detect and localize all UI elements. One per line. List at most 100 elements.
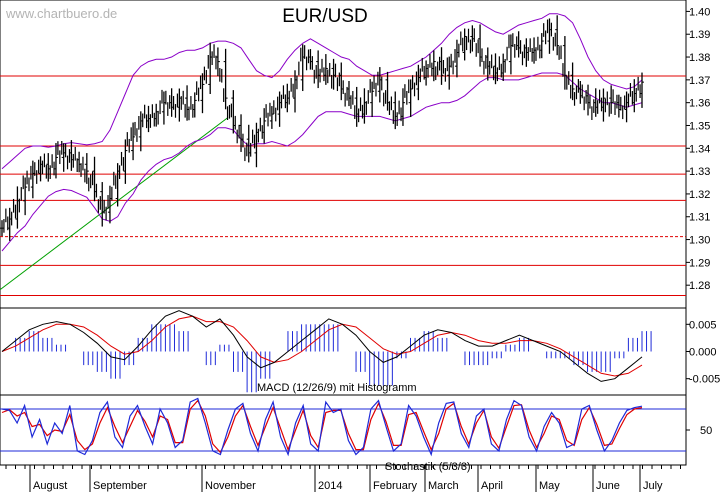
macd-y-tick-label: 0.000 [689, 347, 717, 359]
price-bar [262, 102, 271, 144]
price-bar [131, 116, 140, 161]
trendline [0, 117, 229, 291]
price-bar [293, 47, 302, 113]
price-bar [539, 19, 549, 59]
x-axis-tick-label: May [539, 480, 560, 492]
price-bar [223, 48, 232, 121]
price-y-tick-label: 1.33 [689, 166, 710, 178]
price-bar [177, 88, 186, 122]
price-bar [231, 90, 240, 144]
price-bar [200, 54, 209, 114]
x-axis: August September November 2014 February March… [5, 465, 681, 492]
price-bar [107, 171, 117, 224]
price-bar [53, 140, 63, 179]
price-y-tick-label: 1.29 [689, 257, 710, 269]
price-bar [501, 34, 510, 81]
price-bar [609, 85, 618, 115]
price-bar [84, 153, 94, 192]
price-bar [377, 67, 387, 107]
price-bar [424, 54, 433, 86]
x-axis-tick-label: March [428, 480, 459, 492]
price-bar [154, 89, 163, 127]
price-bar [601, 88, 610, 122]
price-y-tick-label: 1.32 [689, 189, 710, 201]
price-bar [570, 62, 579, 106]
x-axis-tick-label: 2014 [318, 480, 342, 492]
price-bar [439, 47, 448, 85]
price-y-tick-label: 1.37 [689, 75, 710, 87]
price-bar [354, 86, 364, 127]
x-axis-tick-label: February [373, 480, 418, 492]
x-axis-tick-label: September [93, 480, 147, 492]
price-bar [323, 54, 333, 89]
watermark: www.chartbuero.de [6, 6, 118, 21]
price-bar [431, 50, 441, 82]
price-bar [346, 80, 356, 119]
price-bar [46, 153, 55, 182]
price-y-tick-label: 1.35 [689, 120, 710, 132]
price-bar [470, 25, 479, 57]
price-bar [454, 31, 464, 78]
price-bar [624, 83, 633, 123]
price-y-tick-label: 1.31 [689, 212, 710, 224]
price-bar [462, 28, 472, 61]
price-bar [300, 44, 310, 92]
macd-y-tick-label: -0.005 [689, 374, 720, 386]
price-y-tick-label: 1.34 [689, 143, 710, 155]
price-bar [23, 165, 32, 216]
price-bar [7, 198, 17, 241]
stoch-y-tick-label: 50 [700, 425, 712, 437]
price-bar [100, 182, 109, 227]
macd-line [1, 310, 643, 382]
x-axis-tick-label: April [481, 480, 503, 492]
price-bar [239, 114, 248, 162]
price-y-tick-label: 1.28 [689, 280, 710, 292]
price-bar [555, 15, 564, 77]
price-bar [562, 36, 572, 99]
price-bar [331, 58, 340, 92]
price-bar [586, 84, 595, 121]
price-bar [69, 140, 78, 173]
price-bar [616, 94, 626, 120]
price-bar [208, 42, 217, 94]
price-bar [277, 85, 286, 127]
price-bar [447, 49, 456, 90]
price-bar [61, 143, 71, 172]
price-bar [308, 49, 317, 84]
macd-panel-label: MACD (12/26/9) mit Histogramm [257, 382, 417, 394]
price-bar [593, 88, 603, 117]
stochastic-panel-label: Stochastik (5/3/3) [385, 461, 471, 473]
price-bar [485, 47, 495, 81]
chart-title: EUR/USD [282, 6, 368, 27]
price-bar [370, 71, 379, 118]
x-axis-tick-label: June [596, 480, 620, 492]
price-bar [30, 159, 40, 199]
price-bar [578, 80, 587, 111]
price-bar [246, 124, 256, 163]
bollinger-upper-band [1, 13, 643, 170]
price-bar [532, 36, 541, 64]
price-bar [362, 79, 371, 124]
price-bar [393, 91, 402, 130]
macd-panel: 0.005 0.000 -0.005 [1, 310, 720, 393]
x-axis-tick-label: November [205, 480, 256, 492]
price-bar [285, 78, 294, 113]
price-bar [516, 31, 526, 66]
price-bar [161, 90, 171, 125]
price-bar [77, 151, 86, 183]
bollinger-lower-band [1, 72, 643, 252]
price-y-tick-label: 1.39 [689, 29, 710, 41]
price-bar [269, 96, 279, 129]
price-bar [146, 104, 155, 133]
x-axis-tick-label: July [643, 480, 663, 492]
price-bar [547, 18, 556, 54]
price-y-tick-label: 1.38 [689, 52, 710, 64]
price-bar [416, 57, 425, 101]
price-bar [92, 156, 101, 213]
price-bar [316, 50, 325, 89]
price-bar [185, 85, 194, 121]
stochastic-panel: 50 [0, 397, 712, 457]
price-bar [640, 72, 644, 108]
price-y-tick-label: 1.30 [689, 235, 710, 247]
